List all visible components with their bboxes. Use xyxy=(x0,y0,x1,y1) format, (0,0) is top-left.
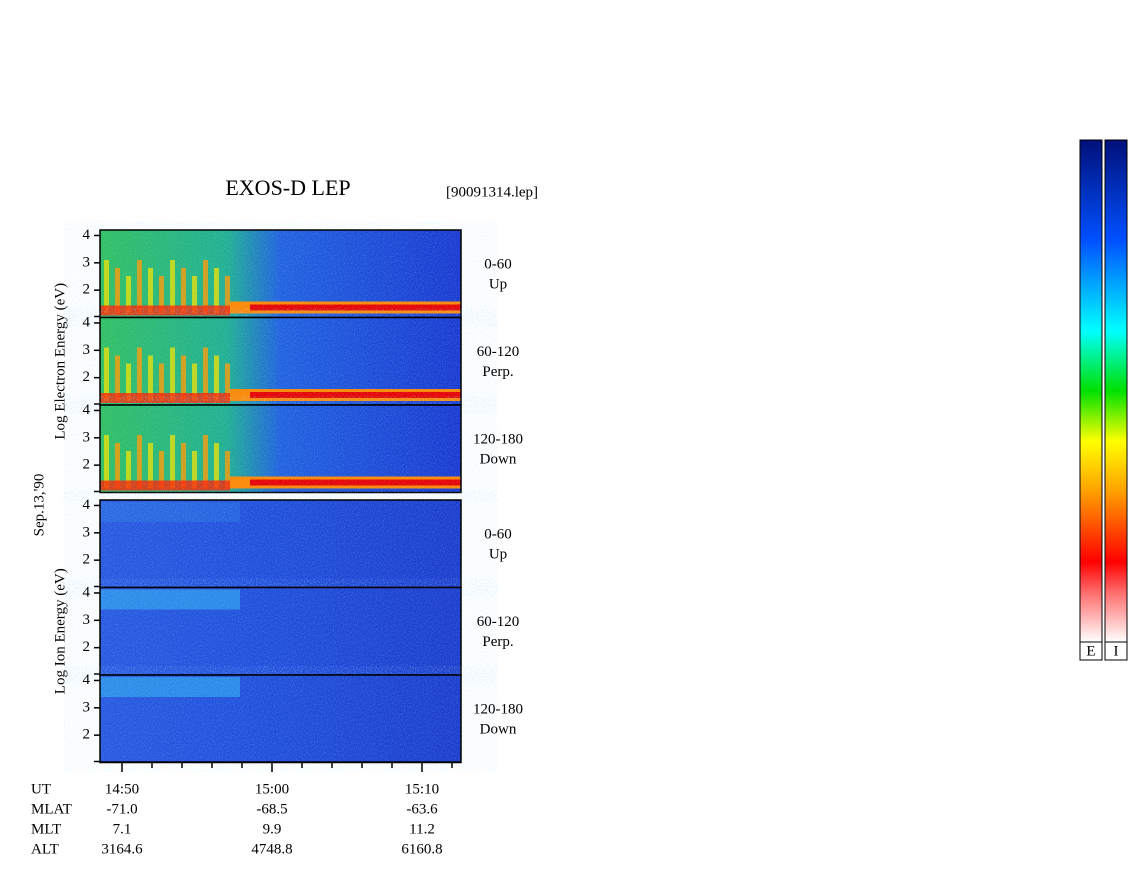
noise xyxy=(100,230,461,318)
date-label: Sep.13,'90 xyxy=(31,474,47,537)
y-tick-label: 3 xyxy=(83,429,91,445)
panel-range: 60-120 xyxy=(477,344,520,360)
noise xyxy=(100,587,461,675)
y-tick-label: 2 xyxy=(83,282,91,298)
panel-range: 0-60 xyxy=(484,526,512,542)
panel-direction: Perp. xyxy=(482,364,513,380)
y-tick-label: 4 xyxy=(83,584,91,600)
ephemeris-label: MLAT xyxy=(31,801,72,817)
y-tick-label: 4 xyxy=(83,227,91,243)
y-tick-label: 4 xyxy=(83,314,91,330)
spectrogram-panel xyxy=(99,404,462,494)
panel-range: 0-60 xyxy=(484,256,512,272)
y-tick-label: 4 xyxy=(83,402,91,418)
ephemeris-value: 15:00 xyxy=(255,781,289,797)
y-tick-label: 3 xyxy=(83,699,91,715)
ephemeris-value: 4748.8 xyxy=(251,841,292,857)
colorbar-E: E xyxy=(1079,139,1103,661)
colorbar-label: I xyxy=(1114,643,1119,659)
panel-direction: Up xyxy=(489,276,507,292)
ephemeris-label: UT xyxy=(31,781,51,797)
y-tick-label: 2 xyxy=(83,639,91,655)
spectrogram-panel xyxy=(99,674,462,764)
panel-direction: Down xyxy=(480,451,517,467)
noise xyxy=(100,500,461,588)
y-tick-label: 4 xyxy=(83,672,91,688)
ephemeris-value: 15:10 xyxy=(405,781,439,797)
noise xyxy=(100,675,461,763)
spectrogram-panel xyxy=(99,316,462,406)
colorbar-label: E xyxy=(1086,643,1095,659)
panel-range: 120-180 xyxy=(473,701,523,717)
ephemeris-value: 3164.6 xyxy=(101,841,143,857)
spectrogram-panel xyxy=(99,586,462,676)
ephemeris-value: 7.1 xyxy=(113,821,132,837)
y-tick-label: 2 xyxy=(83,369,91,385)
noise xyxy=(100,317,461,405)
y-tick-label: 2 xyxy=(83,552,91,568)
panel-direction: Up xyxy=(489,546,507,562)
group-axis-label: Log Electron Energy (eV) xyxy=(52,283,68,440)
ephemeris-value: 14:50 xyxy=(105,781,139,797)
y-tick-label: 3 xyxy=(83,342,91,358)
ephemeris-value: 11.2 xyxy=(409,821,435,837)
panel-range: 120-180 xyxy=(473,431,523,447)
colorbar-I: I xyxy=(1104,139,1128,661)
noise xyxy=(100,405,461,493)
spectrogram-panel xyxy=(99,229,462,319)
ephemeris-label: ALT xyxy=(31,841,59,857)
spectrogram-panel xyxy=(99,499,462,589)
ephemeris-value: -63.6 xyxy=(406,801,438,817)
ephemeris-value: -71.0 xyxy=(106,801,137,817)
group-axis-label: Log Ion Energy (eV) xyxy=(52,568,68,694)
ephemeris-value: 9.9 xyxy=(263,821,282,837)
y-tick-label: 2 xyxy=(83,457,91,473)
panel-direction: Perp. xyxy=(482,634,513,650)
ephemeris-value: -68.5 xyxy=(256,801,287,817)
panel-direction: Down xyxy=(480,721,517,737)
panel-range: 60-120 xyxy=(477,614,520,630)
ephemeris-value: 6160.8 xyxy=(401,841,442,857)
y-tick-label: 3 xyxy=(83,254,91,270)
file-name: [90091314.lep] xyxy=(446,184,538,200)
y-tick-label: 3 xyxy=(83,524,91,540)
ephemeris-label: MLT xyxy=(31,821,61,837)
y-tick-label: 2 xyxy=(83,727,91,743)
title: EXOS-D LEP xyxy=(225,175,350,200)
panel-frame xyxy=(99,404,462,494)
y-tick-label: 4 xyxy=(83,497,91,513)
y-tick-label: 3 xyxy=(83,612,91,628)
